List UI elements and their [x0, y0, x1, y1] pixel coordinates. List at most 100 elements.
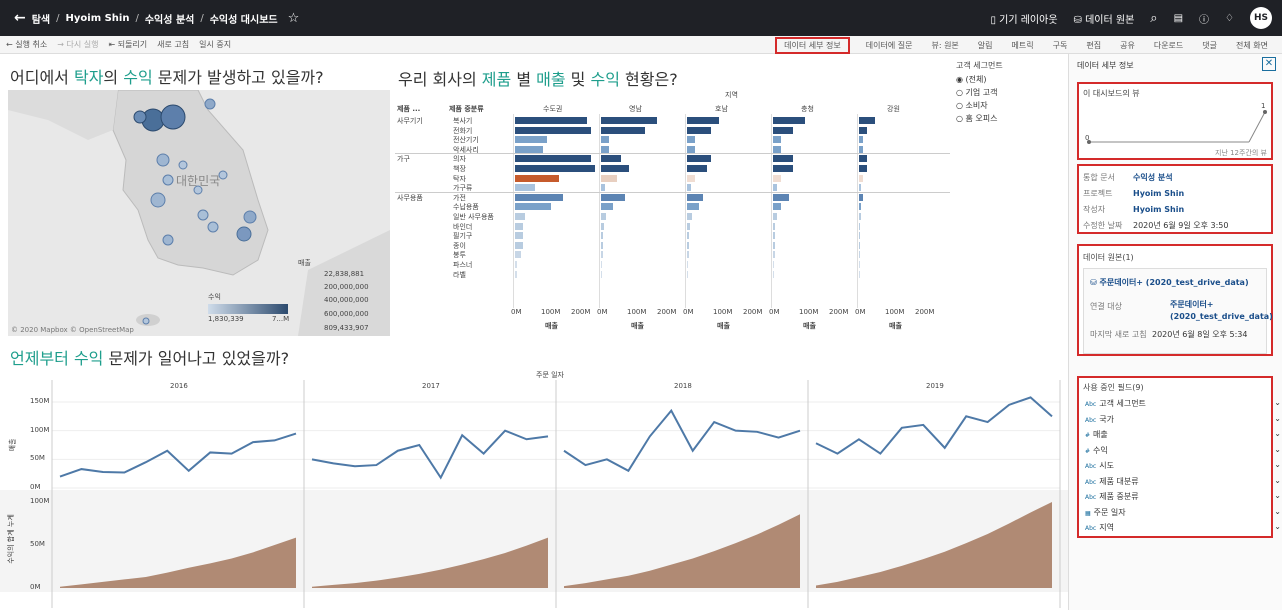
- city-circle[interactable]: [236, 226, 252, 242]
- sales-bar[interactable]: [601, 126, 645, 134]
- ask-data-button[interactable]: 데이터에 질문: [865, 40, 913, 50]
- field-item[interactable]: Abc 제품 대분류 ⌄: [1085, 476, 1281, 487]
- city-circle[interactable]: [193, 185, 203, 195]
- chevron-down-icon[interactable]: ⌄: [1274, 475, 1281, 485]
- chevron-down-icon[interactable]: ⌄: [1274, 460, 1281, 469]
- sales-bar[interactable]: [601, 261, 602, 268]
- city-circle[interactable]: [162, 234, 174, 246]
- profit-area[interactable]: [312, 537, 548, 588]
- back-arrow-icon[interactable]: ←: [14, 10, 26, 26]
- sales-bar[interactable]: [515, 193, 563, 201]
- chevron-down-icon[interactable]: ⌄: [1274, 491, 1281, 500]
- sales-bar[interactable]: [773, 261, 774, 268]
- city-circle[interactable]: [218, 170, 228, 180]
- segment-option[interactable]: ◉ (전체): [956, 75, 987, 84]
- close-icon[interactable]: ✕: [1262, 57, 1276, 71]
- field-item[interactable]: Abc 국가 ⌄: [1085, 414, 1281, 425]
- sales-bar[interactable]: [515, 174, 559, 182]
- city-circle[interactable]: [207, 221, 219, 233]
- sales-bar[interactable]: [773, 241, 776, 249]
- sales-bar[interactable]: [601, 117, 657, 124]
- sales-bar[interactable]: [859, 136, 863, 144]
- profit-area[interactable]: [564, 514, 800, 588]
- field-item[interactable]: # 수익 ⌄: [1085, 445, 1281, 456]
- sales-bar[interactable]: [687, 117, 719, 124]
- sales-line[interactable]: [59, 432, 297, 478]
- sales-bar[interactable]: [687, 136, 695, 144]
- sales-bar[interactable]: [773, 136, 781, 144]
- city-circle[interactable]: [150, 192, 166, 208]
- field-item[interactable]: Abc 시도 ⌄: [1085, 460, 1281, 471]
- sales-bar[interactable]: [859, 261, 860, 268]
- subscribe-button[interactable]: 구독: [1052, 40, 1068, 50]
- sales-line[interactable]: [311, 429, 549, 480]
- col-header-category[interactable]: 제품 ...: [397, 105, 421, 113]
- field-item[interactable]: ▦ 주문 일자 ⌄: [1085, 507, 1281, 518]
- sales-bar[interactable]: [859, 165, 867, 172]
- sales-bar[interactable]: [859, 270, 860, 278]
- sales-bar[interactable]: [773, 174, 781, 182]
- sales-bar[interactable]: [515, 241, 523, 249]
- sales-bar[interactable]: [601, 145, 609, 153]
- segment-option[interactable]: ○ 기업 고객: [956, 88, 998, 97]
- sales-bar[interactable]: [687, 145, 695, 153]
- comment-button[interactable]: 댓글: [1202, 40, 1218, 50]
- sales-bar[interactable]: [773, 203, 781, 211]
- field-item[interactable]: Abc 지역 ⌄: [1085, 522, 1281, 533]
- sales-bar[interactable]: [601, 251, 603, 259]
- chevron-down-icon[interactable]: ⌄: [1274, 444, 1281, 454]
- crumb-project[interactable]: 수익성 분석: [144, 14, 195, 26]
- sales-bar[interactable]: [687, 241, 690, 249]
- field-item[interactable]: # 매출 ⌄: [1085, 429, 1281, 440]
- sales-bar[interactable]: [515, 117, 587, 124]
- sales-bar[interactable]: [859, 222, 860, 230]
- sales-bar[interactable]: [515, 213, 525, 220]
- sales-bar[interactable]: [515, 222, 523, 230]
- city-circle[interactable]: [197, 209, 209, 221]
- sales-bar[interactable]: [515, 165, 595, 172]
- col-header-subcategory[interactable]: 제품 중분류: [449, 105, 484, 113]
- revert-button[interactable]: ⇤ 되돌리기: [108, 40, 148, 49]
- city-circle[interactable]: [178, 160, 188, 170]
- city-circle[interactable]: [204, 98, 216, 110]
- sales-bar[interactable]: [773, 222, 776, 230]
- segment-option[interactable]: ○ 홈 오피스: [956, 114, 998, 123]
- edit-button[interactable]: 편집: [1086, 40, 1102, 50]
- sales-bar[interactable]: [515, 251, 522, 259]
- sales-bar[interactable]: [687, 126, 711, 134]
- sales-bar[interactable]: [515, 270, 517, 278]
- sales-bar[interactable]: [859, 184, 861, 192]
- favorite-star-icon[interactable]: ☆: [287, 10, 300, 26]
- sales-bar[interactable]: [687, 155, 711, 163]
- city-circle[interactable]: [160, 104, 186, 130]
- sales-bar[interactable]: [773, 126, 793, 134]
- chevron-down-icon[interactable]: ⌄: [1274, 522, 1281, 531]
- sales-bar[interactable]: [859, 145, 863, 153]
- sales-bar[interactable]: [601, 174, 617, 182]
- sales-bar[interactable]: [773, 145, 781, 153]
- sales-bar[interactable]: [687, 203, 699, 211]
- field-item[interactable]: Abc 고객 세그먼트 ⌄: [1085, 398, 1281, 409]
- refresh-button[interactable]: 새로 고침: [157, 40, 190, 49]
- sales-bar[interactable]: [687, 184, 691, 192]
- city-circle[interactable]: [243, 210, 257, 224]
- sales-bar[interactable]: [773, 232, 776, 240]
- ds-name[interactable]: ⛁ 주문데이터+ (2020_test_drive_data): [1090, 278, 1249, 287]
- korea-map[interactable]: 대한민국 © 2020 Mapbox © OpenStreetMap 수익 1,…: [8, 89, 390, 336]
- device-layout-button[interactable]: ▯ 기기 레이아웃: [990, 14, 1058, 26]
- city-circle[interactable]: [142, 317, 150, 325]
- download-button[interactable]: 다운로드: [1153, 40, 1184, 50]
- segment-option[interactable]: ○ 소비자: [956, 101, 988, 110]
- sales-bar[interactable]: [773, 117, 805, 124]
- sales-bar[interactable]: [515, 155, 591, 163]
- sales-bar[interactable]: [687, 174, 695, 182]
- sales-bar[interactable]: [515, 126, 591, 134]
- data-source-button[interactable]: ⛁ 데이터 원본: [1073, 14, 1135, 26]
- sales-bar[interactable]: [687, 165, 707, 172]
- chevron-down-icon[interactable]: ⌄: [1274, 413, 1281, 423]
- sales-bar[interactable]: [859, 126, 867, 134]
- profit-area[interactable]: [60, 537, 296, 588]
- sales-bar[interactable]: [601, 184, 605, 192]
- crumb-explore[interactable]: 탐색: [31, 14, 51, 26]
- sales-bar[interactable]: [773, 251, 775, 259]
